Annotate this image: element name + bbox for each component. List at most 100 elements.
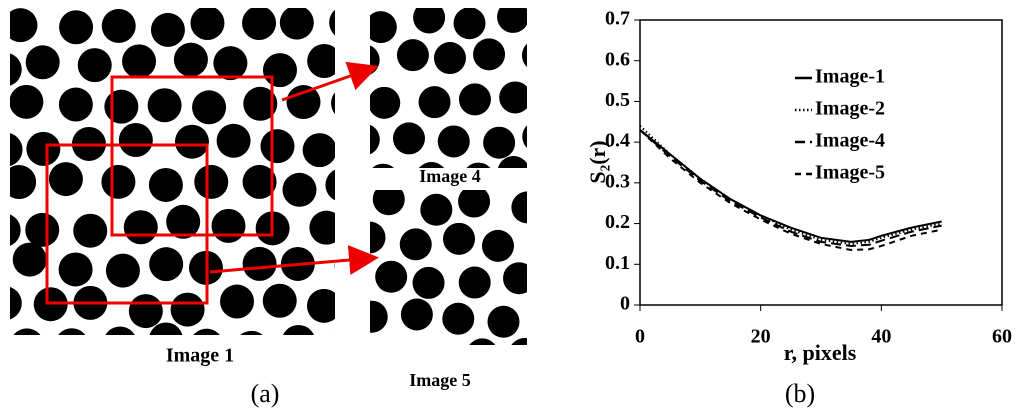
fiber [329, 6, 363, 40]
fiber [473, 38, 505, 70]
fiber [25, 213, 59, 247]
fiber [401, 0, 435, 2]
fiber [119, 123, 153, 157]
legend-label: Image-5 [815, 162, 885, 184]
fiber [348, 124, 380, 156]
fiber [59, 10, 93, 44]
fiber [331, 86, 365, 120]
y-tick-label: 0.7 [605, 8, 630, 30]
fiber [0, 12, 1, 46]
fiber [419, 86, 451, 118]
fiber [171, 293, 205, 327]
caption: Image 1 [166, 345, 234, 367]
fiber [551, 267, 583, 299]
fiber [413, 1, 445, 33]
x-tick-label: 20 [751, 326, 771, 348]
fiber [438, 125, 470, 157]
fiber [354, 221, 386, 253]
fiber [9, 85, 43, 119]
fiber [325, 168, 359, 202]
fiber [126, 369, 160, 403]
fiber [286, 85, 320, 119]
fiber [335, 249, 369, 283]
caption: Image 4 [419, 166, 481, 186]
fiber [192, 90, 226, 124]
fiber [242, 6, 276, 40]
fiber [373, 183, 405, 215]
fiber [0, 213, 21, 247]
y-tick-label: 0.6 [605, 48, 630, 70]
fiber [499, 81, 531, 113]
fiber [546, 184, 578, 216]
fiber [481, 0, 513, 3]
fiber [356, 301, 388, 333]
fiber [303, 133, 337, 167]
y-tick-label: 0.2 [605, 211, 630, 233]
fiber [483, 127, 515, 159]
fiber [393, 122, 425, 154]
fiber [220, 285, 254, 319]
legend-label: Image-4 [815, 130, 885, 152]
fiber [307, 44, 341, 78]
fiber [434, 42, 466, 74]
fiber [397, 39, 429, 71]
fiber [124, 210, 158, 244]
fiber [509, 338, 541, 370]
fiber [129, 294, 163, 328]
fiber [102, 9, 136, 43]
fiber [354, 374, 388, 408]
fiber [83, 362, 117, 396]
fiber [305, 0, 339, 4]
fiber [522, 39, 554, 71]
fiber [281, 325, 315, 359]
fiber [307, 289, 341, 323]
fiber [454, 7, 486, 39]
fiber [420, 194, 452, 226]
y-tick-label: 0.1 [605, 252, 630, 274]
fiber [213, 46, 247, 80]
fiber [497, 156, 529, 188]
fiber [343, 0, 375, 2]
x-axis-label: r, pixels [784, 340, 857, 365]
series-line [640, 126, 942, 244]
fiber [174, 43, 208, 77]
fiber [0, 53, 22, 87]
fiber [73, 214, 107, 248]
fiber [172, 0, 206, 2]
fiber [532, 299, 564, 331]
fiber [26, 45, 60, 79]
fiber [332, 268, 364, 300]
fiber [151, 13, 185, 47]
fiber [148, 88, 182, 122]
fiber [282, 173, 316, 207]
fiber [172, 373, 206, 407]
fiber [357, 375, 389, 407]
fiber [482, 230, 514, 262]
fiber [533, 228, 565, 260]
fiber [13, 243, 47, 277]
fiber [542, 8, 574, 40]
panel-label: (a) [251, 379, 280, 408]
fiber [497, 1, 529, 33]
fiber [573, 231, 605, 263]
fiber [36, 370, 70, 404]
fiber [263, 284, 297, 318]
fiber [375, 261, 407, 293]
fiber [0, 0, 13, 7]
x-tick-label: 60 [992, 326, 1012, 348]
fiber [368, 87, 400, 119]
fiber [569, 197, 601, 229]
fiber [103, 327, 137, 361]
fiber [0, 373, 23, 407]
fiber [104, 90, 138, 124]
fiber [549, 154, 581, 186]
fiber [59, 252, 93, 286]
fiber [149, 168, 183, 202]
y-tick-label: 0 [620, 293, 630, 315]
fiber [371, 331, 405, 365]
fiber [149, 247, 183, 281]
y-tick-label: 0.4 [605, 130, 630, 152]
fiber [442, 303, 474, 335]
panel-label: (b) [785, 379, 815, 408]
x-tick-label: 40 [871, 326, 891, 348]
